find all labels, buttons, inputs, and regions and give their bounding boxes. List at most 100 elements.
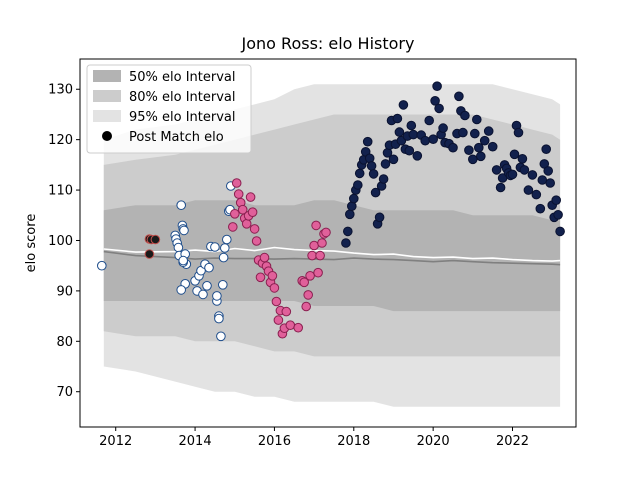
- data-point: [179, 225, 189, 236]
- data-point: [474, 142, 484, 153]
- y-tick-label: 110: [48, 184, 73, 199]
- legend-label-80: 80% elo Interval: [129, 90, 236, 105]
- data-point: [354, 168, 365, 179]
- data-point: [305, 271, 315, 281]
- data-point: [523, 185, 534, 195]
- plot-frame: [79, 58, 577, 428]
- data-point: [412, 151, 423, 161]
- data-point: [233, 189, 244, 199]
- data-point: [460, 110, 470, 121]
- legend-label-points: Post Match elo: [129, 130, 224, 145]
- data-point: [313, 267, 323, 278]
- data-point: [458, 127, 468, 138]
- data-point: [517, 154, 528, 164]
- x-tick-label: 2014: [179, 434, 212, 449]
- data-point: [228, 222, 238, 232]
- data-point: [380, 159, 391, 169]
- data-point: [341, 238, 351, 248]
- data-point: [307, 250, 317, 261]
- data-point: [491, 165, 502, 175]
- band-50: [103, 200, 561, 312]
- data-point: [543, 166, 554, 176]
- median-line: [103, 250, 561, 266]
- data-point: [430, 96, 440, 106]
- data-point: [513, 127, 524, 138]
- y-tick-label: 120: [48, 133, 73, 148]
- legend-swatch-95: [93, 110, 121, 122]
- data-point: [230, 209, 240, 219]
- legend: 50% elo Interval 80% elo Interval 95% el…: [86, 64, 252, 154]
- data-point: [218, 252, 229, 263]
- data-point: [216, 331, 226, 342]
- y-tick-label: 130: [48, 83, 73, 98]
- data-point: [434, 103, 444, 114]
- data-point: [408, 129, 419, 140]
- data-point: [309, 240, 319, 251]
- data-point: [301, 301, 312, 312]
- mean-line: [103, 246, 561, 262]
- data-point: [210, 242, 220, 252]
- data-point: [483, 126, 494, 136]
- legend-box: [86, 64, 252, 154]
- data-point: [362, 136, 373, 147]
- data-point: [535, 203, 546, 214]
- data-point: [150, 234, 161, 245]
- chart-title: Jono Ross: elo History: [241, 34, 415, 53]
- data-point: [212, 291, 222, 301]
- data-point: [470, 128, 480, 139]
- legend-label-95: 95% elo Interval: [129, 110, 236, 125]
- data-point: [345, 209, 355, 220]
- data-point: [97, 260, 107, 271]
- data-point: [507, 169, 518, 180]
- data-point: [214, 313, 224, 324]
- y-tick-label: 80: [56, 335, 73, 350]
- data-point: [353, 180, 363, 190]
- data-point: [368, 169, 379, 179]
- x-tick-label: 2012: [99, 434, 132, 449]
- data-point: [374, 212, 385, 223]
- data-point: [545, 178, 556, 188]
- data-point: [245, 192, 256, 202]
- data-point: [273, 315, 284, 325]
- data-point: [293, 322, 304, 333]
- data-point: [438, 123, 448, 133]
- data-point: [394, 127, 405, 137]
- data-point: [173, 242, 184, 253]
- data-point: [454, 91, 464, 102]
- data-point: [519, 165, 530, 175]
- data-point: [406, 120, 417, 131]
- y-tick-label: 70: [56, 385, 73, 400]
- data-point: [204, 262, 214, 273]
- data-point: [343, 226, 353, 237]
- data-point: [311, 220, 321, 231]
- x-axis: 2012 2014 2016 2018 2020 2022: [99, 427, 529, 449]
- data-point: [366, 161, 377, 171]
- data-point: [476, 151, 486, 162]
- x-tick-label: 2022: [496, 434, 529, 449]
- data-point: [531, 189, 542, 200]
- legend-swatch-80: [93, 90, 121, 102]
- data-point: [388, 154, 399, 165]
- data-point: [178, 255, 188, 266]
- data-point: [285, 320, 296, 331]
- data-point: [251, 236, 262, 246]
- data-point: [267, 271, 278, 281]
- data-point: [428, 134, 439, 144]
- data-point: [321, 227, 331, 238]
- data-point: [541, 144, 552, 154]
- data-point: [303, 290, 314, 300]
- data-point: [247, 207, 258, 217]
- legend-label-50: 50% elo Interval: [129, 70, 236, 85]
- data-point: [432, 81, 442, 91]
- data-point: [537, 175, 548, 185]
- trend-lines: [103, 246, 561, 266]
- data-point: [299, 277, 310, 288]
- interval-bands: [103, 84, 561, 407]
- data-point: [144, 249, 155, 259]
- y-axis-label: elo score: [24, 214, 39, 273]
- data-point: [255, 272, 266, 283]
- x-tick-label: 2018: [337, 434, 370, 449]
- data-point: [420, 135, 431, 146]
- data-point: [424, 115, 435, 126]
